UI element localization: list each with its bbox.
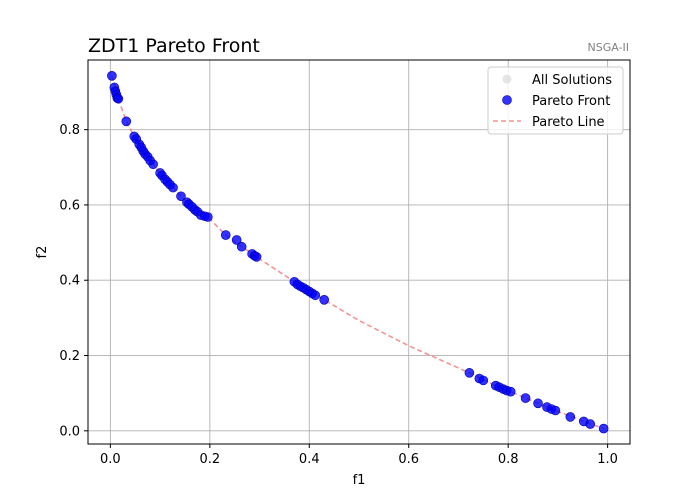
legend-pareto-line-label: Pareto Line bbox=[532, 115, 605, 130]
pareto-line-layer bbox=[111, 75, 604, 430]
pareto-front-point bbox=[310, 290, 321, 301]
x-tick-label: 0.6 bbox=[398, 452, 419, 467]
pareto-front-point bbox=[585, 419, 596, 429]
legend-pareto-front-label: Pareto Front bbox=[532, 94, 610, 109]
pareto-front-point bbox=[478, 375, 489, 386]
pareto-front-point bbox=[148, 159, 158, 170]
plot-frame bbox=[87, 59, 631, 445]
y-axis-ticks: 0.0 0.2 0.4 0.6 0.8 bbox=[59, 123, 88, 439]
legend-all-solutions-marker bbox=[502, 74, 512, 84]
x-tick-label: 0.8 bbox=[498, 452, 519, 467]
x-tick-label: 0.4 bbox=[299, 452, 320, 467]
legend-box bbox=[487, 66, 624, 135]
pareto-front-point bbox=[550, 405, 561, 416]
pareto-front-point bbox=[168, 182, 178, 193]
legend: All Solutions Pareto Front Pareto Line bbox=[487, 66, 624, 135]
pareto-front-point bbox=[113, 93, 124, 104]
x-axis-ticks: 0.0 0.2 0.4 0.6 0.8 1.0 bbox=[100, 444, 618, 467]
y-axis-label: f2 bbox=[35, 246, 50, 259]
pareto-front-point bbox=[520, 393, 531, 403]
y-tick-label: 0.2 bbox=[59, 349, 80, 364]
pareto-front-point bbox=[464, 368, 475, 378]
pareto-front-point bbox=[251, 252, 262, 262]
pareto-front-point bbox=[203, 212, 213, 222]
pareto-front-point bbox=[220, 230, 231, 240]
x-axis-label: f1 bbox=[353, 473, 366, 488]
y-tick-label: 0.4 bbox=[59, 274, 80, 289]
pareto-front-point bbox=[121, 116, 132, 127]
x-tick-label: 0.0 bbox=[100, 452, 121, 467]
y-tick-label: 0.8 bbox=[59, 123, 80, 138]
pareto-front-points bbox=[107, 71, 609, 434]
chart-subtitle: NSGA-II bbox=[588, 41, 629, 54]
pareto-front-point bbox=[231, 235, 242, 245]
pareto-front-point bbox=[598, 423, 609, 434]
pareto-line bbox=[111, 75, 604, 430]
pareto-front-point bbox=[505, 386, 516, 397]
pareto-front-point bbox=[565, 412, 576, 422]
pareto-front-point bbox=[107, 71, 117, 81]
pareto-front-point bbox=[176, 191, 186, 202]
pareto-front-point bbox=[319, 295, 329, 305]
x-tick-label: 0.2 bbox=[199, 452, 220, 467]
y-tick-label: 0.6 bbox=[59, 198, 80, 213]
legend-pareto-front-marker bbox=[502, 95, 512, 105]
y-tick-label: 0.0 bbox=[59, 424, 80, 439]
x-tick-label: 1.0 bbox=[597, 452, 618, 467]
chart-title: ZDT1 Pareto Front bbox=[88, 35, 260, 57]
legend-all-solutions-label: All Solutions bbox=[532, 73, 612, 88]
pareto-front-point bbox=[533, 398, 543, 409]
pareto-front-point bbox=[236, 241, 247, 252]
